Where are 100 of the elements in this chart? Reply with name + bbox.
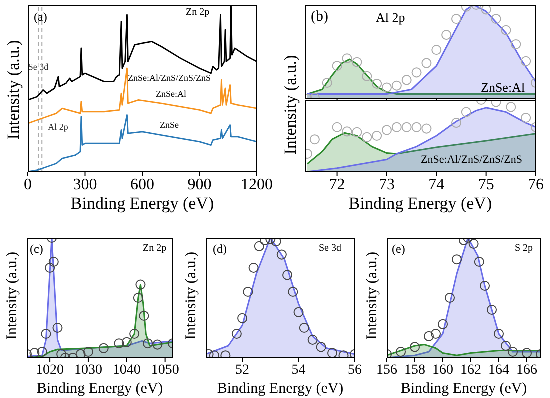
point (342, 126, 352, 137)
point (452, 254, 462, 265)
point (238, 313, 248, 324)
point (500, 340, 512, 352)
point (422, 124, 432, 134)
annotation: (a) (34, 10, 48, 25)
point (402, 75, 412, 86)
point (282, 270, 293, 280)
point (521, 112, 532, 124)
point (136, 280, 146, 290)
point (48, 256, 59, 268)
x-tick-label: 1050 (151, 362, 180, 378)
series-label: ZnSe:Al (156, 89, 186, 99)
annotation: Se 3d (319, 243, 342, 254)
point (41, 328, 52, 340)
ref-line-label: Al 2p (48, 122, 69, 132)
point (422, 58, 432, 68)
point (362, 132, 372, 142)
point (486, 304, 498, 316)
point (392, 80, 402, 91)
x-tick-label: 76 (528, 176, 544, 194)
point (491, 14, 502, 24)
point (152, 340, 163, 350)
annotation: (b) (311, 9, 328, 26)
point (327, 348, 338, 358)
x-tick-label: 164 (488, 362, 510, 378)
point (288, 286, 298, 298)
point (412, 122, 422, 132)
point (402, 122, 412, 132)
point (271, 238, 282, 247)
point (468, 238, 479, 250)
point (52, 322, 63, 334)
x-tick-label: 1020 (36, 362, 64, 378)
x-tick-label: 72 (329, 176, 346, 194)
point (316, 342, 326, 352)
point (480, 280, 490, 292)
annotation: ZnSe:Al/ZnS/ZnS/ZnS (421, 154, 522, 166)
x-axis-title: Binding Energy (eV) (36, 381, 164, 397)
x-tick-label: 52 (236, 362, 250, 378)
point (76, 349, 86, 358)
annotation: Al 2p (376, 10, 406, 26)
point (310, 134, 320, 145)
point (481, 5, 492, 15)
point (37, 346, 48, 358)
x-tick-label: 160 (432, 362, 454, 378)
x-tick-label: 166 (516, 362, 538, 378)
x-tick-label: 1040 (112, 362, 141, 378)
point (254, 241, 264, 252)
point (276, 250, 287, 260)
x-tick-label: 1200 (241, 176, 273, 194)
point (114, 338, 124, 349)
x-tick-label: 54 (292, 362, 306, 378)
annotation: ZnSe:Al (481, 80, 526, 96)
point (511, 39, 522, 50)
y-axis-title: Intensity (a.u.) (4, 252, 22, 340)
y-axis-title: Intensity (a.u.) (364, 252, 382, 340)
x-tick-label: 0 (24, 176, 32, 194)
x-tick-label: 1030 (74, 362, 102, 378)
point (392, 122, 402, 132)
point (452, 118, 462, 128)
point (412, 68, 422, 78)
x-tick-label: 73 (378, 176, 395, 194)
point (521, 56, 532, 66)
point (45, 262, 56, 274)
point (30, 348, 40, 358)
annotation: (c) (30, 242, 44, 257)
point (342, 54, 352, 64)
y-axis-title: Intensity (a.u.) (281, 55, 301, 155)
point (308, 334, 318, 346)
point (474, 256, 484, 268)
point (508, 346, 518, 358)
point (98, 343, 109, 354)
point (382, 82, 392, 93)
point (122, 337, 132, 348)
point (232, 328, 242, 340)
point (494, 328, 504, 340)
annotation: Zn 2p (143, 243, 167, 254)
point (299, 322, 310, 334)
point (243, 286, 254, 298)
x-axis-title: Binding Energy (eV) (70, 194, 214, 213)
point (372, 130, 382, 142)
point (352, 127, 362, 138)
point (143, 338, 154, 349)
annotation: S 2p (515, 243, 534, 254)
point (332, 61, 342, 72)
point (139, 310, 150, 322)
annotation: (e) (392, 242, 406, 257)
x-axis-title: Binding Energy (eV) (217, 381, 344, 397)
point (133, 292, 144, 304)
point (362, 71, 372, 82)
point (294, 307, 304, 318)
point (396, 346, 406, 358)
point (248, 262, 259, 274)
x-axis-title: Binding Energy (eV) (348, 194, 492, 213)
x-tick-label: 162 (460, 362, 482, 378)
point (410, 342, 420, 352)
point (461, 107, 472, 118)
x-tick-label: 300 (73, 176, 98, 194)
point (501, 25, 512, 36)
point (432, 45, 442, 56)
